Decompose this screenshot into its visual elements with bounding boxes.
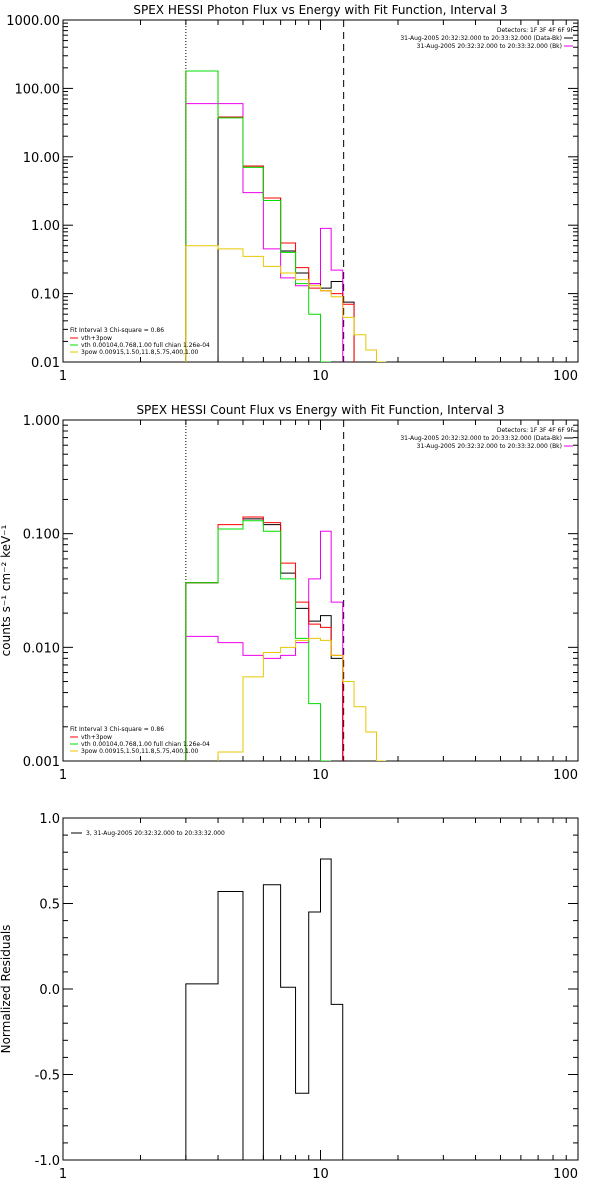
series-green-line bbox=[185, 70, 332, 362]
x-tick-label: 10 bbox=[312, 768, 329, 783]
legend-residual-entry: 3, 31-Aug-2005 20:32:32.000 to 20:33:32.… bbox=[86, 830, 225, 837]
y-tick-label: -1.0 bbox=[35, 1154, 60, 1169]
chart-panel-3: Normalized Residuals 1 10 100 -1.0 -0.5 0.0 0.5… bbox=[0, 812, 579, 1182]
series-red-line bbox=[185, 70, 355, 362]
y-tick-label: 0.01 bbox=[31, 356, 60, 371]
legend-fit-entry: 3pow 0.00915,1.50,11.8,5.75,400,1.00 bbox=[81, 748, 199, 755]
legend-fit-entry: 3pow 0.00915,1.50,11.8,5.75,400,1.00 bbox=[81, 349, 199, 356]
legend-fit-header: Fit Interval 3 Chi-square = 0.86 bbox=[70, 726, 164, 733]
y-tick-label: 1000.00 bbox=[6, 14, 60, 29]
legend-fit-header: Fit Interval 3 Chi-square = 0.86 bbox=[70, 327, 164, 334]
legend-top-right-entry: 31-Aug-2005 20:32:32.000 to 20:33:32.000… bbox=[400, 435, 562, 442]
series-magenta-line bbox=[185, 103, 344, 362]
y-tick-label: 0.100 bbox=[23, 528, 60, 543]
x-tick-label: 100 bbox=[553, 369, 578, 384]
series-black-line bbox=[217, 116, 355, 362]
series-green-line bbox=[185, 520, 332, 761]
y-tick-label: -0.5 bbox=[35, 1069, 60, 1084]
y-tick-label: 0.001 bbox=[23, 755, 60, 770]
legend-fit-entry: vth+3pow bbox=[81, 734, 112, 741]
series-black-line bbox=[185, 518, 344, 761]
y-axis-label: counts s⁻¹ cm⁻² keV⁻¹ bbox=[0, 524, 13, 656]
series-yellow-line bbox=[217, 637, 387, 761]
y-axis-label: Normalized Residuals bbox=[0, 925, 13, 1054]
y-tick-label: 0.0 bbox=[39, 983, 60, 998]
chart-panel-1: SPEX HESSI Photon Flux vs Energy with Fi… bbox=[6, 3, 579, 384]
series-yellow-line bbox=[185, 245, 387, 362]
y-tick-label: 0.10 bbox=[31, 288, 60, 303]
series-black-line bbox=[185, 858, 344, 1160]
chart-title: SPEX HESSI Count Flux vs Energy with Fit… bbox=[136, 403, 504, 417]
legend-fit-entry: vth+3pow bbox=[81, 335, 112, 342]
legend-fit-entry: vth 0.00104,0.768,1.00 full chian 1.26e-… bbox=[81, 342, 210, 349]
x-tick-label: 10 bbox=[312, 369, 329, 384]
x-tick-label: 100 bbox=[553, 768, 578, 783]
legend-top-right-entry: 31-Aug-2005 20:32:32.000 to 20:33:32.000… bbox=[417, 443, 562, 450]
legend-top-right-entry: 31-Aug-2005 20:32:32.000 to 20:33:32.000… bbox=[400, 35, 562, 42]
x-tick-label: 1 bbox=[59, 1167, 67, 1182]
legend-top-right-entry: 31-Aug-2005 20:32:32.000 to 20:33:32.000… bbox=[417, 43, 562, 50]
x-tick-label: 1 bbox=[59, 369, 67, 384]
y-tick-label: 0.010 bbox=[23, 641, 60, 656]
y-tick-label: 100.00 bbox=[15, 82, 61, 97]
y-tick-label: 10.00 bbox=[23, 151, 60, 166]
y-tick-label: 1.0 bbox=[39, 812, 60, 827]
legend-top-right-entry: Detectors: 1F 3F 4F 6F 9F bbox=[497, 27, 575, 34]
legend-top-right-entry: Detectors: 1F 3F 4F 6F 9F bbox=[497, 427, 575, 434]
y-tick-label: 1.00 bbox=[31, 219, 60, 234]
x-tick-label: 1 bbox=[59, 768, 67, 783]
series-red-line bbox=[185, 516, 344, 761]
y-tick-label: 0.5 bbox=[39, 898, 60, 913]
chart-title: SPEX HESSI Photon Flux vs Energy with Fi… bbox=[133, 3, 507, 17]
y-tick-label: 1.000 bbox=[23, 414, 60, 429]
x-tick-label: 100 bbox=[553, 1167, 578, 1182]
series-magenta-line bbox=[185, 530, 344, 761]
chart-panel-2: SPEX HESSI Count Flux vs Energy with Fit… bbox=[0, 403, 579, 783]
legend-fit-entry: vth 0.00104,0.768,1.00 full chian 1.26e-… bbox=[81, 741, 210, 748]
plot-frame bbox=[62, 19, 579, 363]
x-tick-label: 10 bbox=[312, 1167, 329, 1182]
